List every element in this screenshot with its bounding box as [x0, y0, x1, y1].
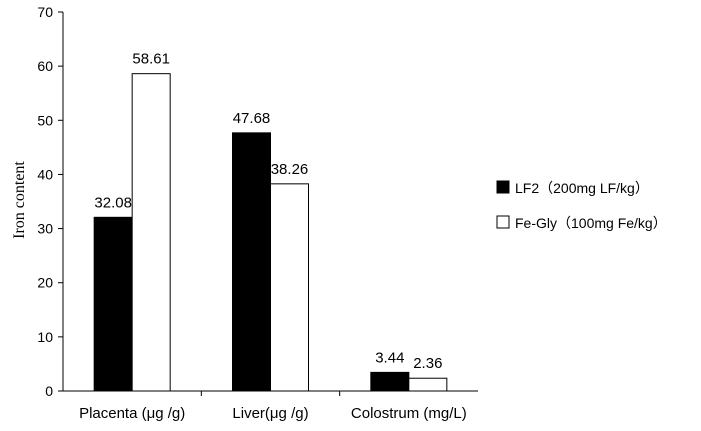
- bar-fe-gly-1: [270, 183, 309, 392]
- y-tick-label: 40: [37, 166, 53, 182]
- legend: LF2（200mg LF/kg） Fe-Gly（100mg Fe/kg）: [496, 180, 667, 231]
- data-label: 2.36: [413, 355, 442, 372]
- data-labels: 32.08 58.61 47.68 38.26 3.44 2.36: [94, 51, 442, 373]
- y-tick-label: 20: [37, 275, 53, 291]
- x-category-label: Liver(μg /g): [232, 405, 308, 422]
- legend-label-lf2: LF2（200mg LF/kg）: [515, 180, 649, 196]
- x-category-label: Placenta (μg /g): [79, 405, 185, 422]
- bars: [93, 73, 448, 392]
- y-tick-label: 60: [37, 58, 53, 74]
- y-tick-label: 30: [37, 221, 53, 237]
- axes: 0 10 20 30 40 50 60 70 Placenta (μg /g) Liver(μg …: [37, 4, 478, 422]
- data-label: 32.08: [94, 194, 132, 211]
- y-tick-label: 50: [37, 112, 53, 128]
- y-tick-label: 0: [45, 383, 53, 399]
- bar-fe-gly-0: [131, 73, 171, 392]
- y-tick-label: 10: [37, 329, 53, 345]
- legend-swatch-fe-gly: [496, 215, 510, 229]
- data-label: 47.68: [233, 110, 271, 127]
- legend-label-fe-gly: Fe-Gly（100mg Fe/kg）: [515, 215, 667, 231]
- y-axis-label: Iron content: [11, 161, 28, 239]
- legend-swatch-lf2: [496, 180, 510, 194]
- bar-fe-gly-2: [408, 377, 448, 392]
- data-label: 3.44: [375, 349, 404, 366]
- bar-lf2-0: [93, 216, 133, 392]
- data-label: 58.61: [132, 51, 170, 68]
- bar-lf2-2: [370, 371, 410, 392]
- x-category-label: Colostrum (mg/L): [351, 405, 467, 422]
- y-tick-label: 70: [37, 4, 53, 20]
- bar-lf2-1: [232, 132, 271, 392]
- data-label: 38.26: [271, 161, 309, 178]
